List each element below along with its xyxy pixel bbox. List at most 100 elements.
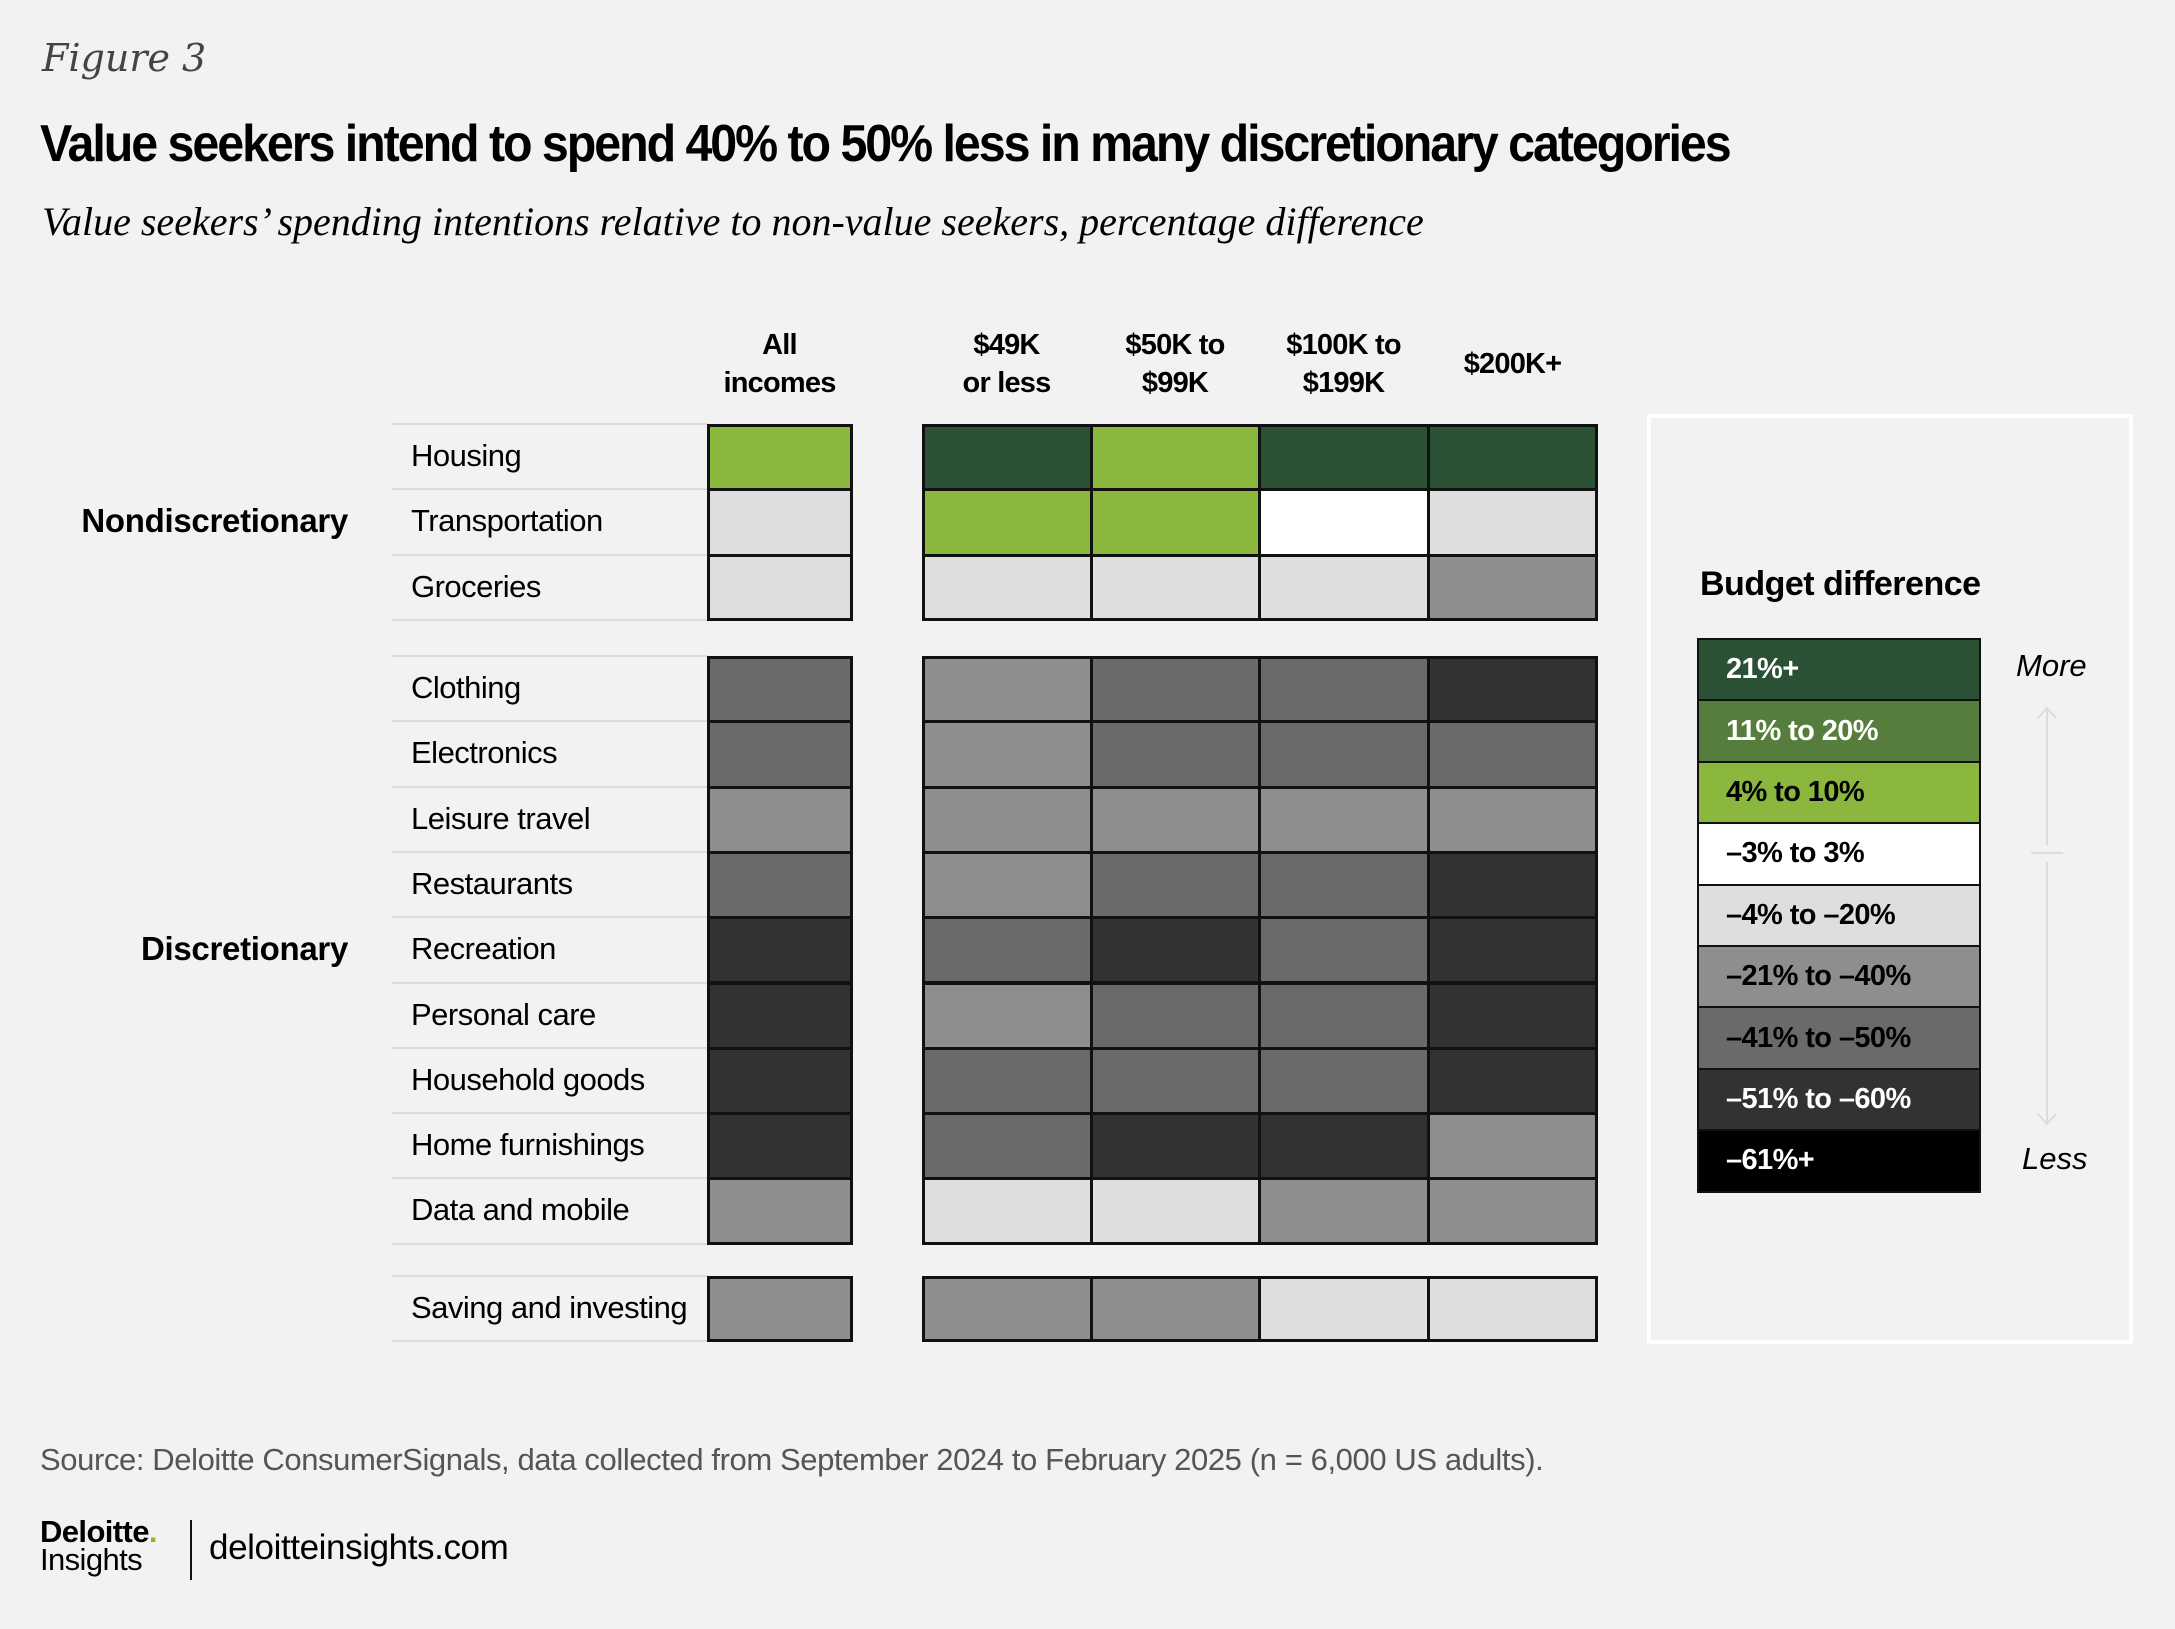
row-divider — [392, 553, 708, 556]
legend-swatch-label: –3% to 3% — [1726, 837, 1865, 870]
heatmap-cell — [922, 786, 1092, 853]
heatmap-cell — [707, 851, 853, 919]
heatmap-cell — [1091, 656, 1260, 723]
row-divider — [392, 1177, 708, 1180]
legend-panel — [1647, 414, 2133, 1344]
heatmap-cell — [1428, 656, 1598, 723]
heatmap-cell — [707, 786, 853, 853]
column-header: All incomes — [696, 326, 864, 402]
legend-swatch: –3% to 3% — [1697, 822, 1981, 886]
heatmap-cell — [1428, 982, 1598, 1049]
column-header-line: $49K — [973, 329, 1040, 361]
heatmap-cell — [1091, 721, 1260, 788]
more-less-arrow-icon — [2031, 706, 2063, 1126]
deloitte-logo: Deloitte. — [40, 1514, 158, 1550]
legend-title: Budget difference — [1700, 565, 1981, 603]
column-header-line: incomes — [723, 367, 836, 399]
heatmap-cell — [1259, 786, 1429, 853]
row-label: Recreation — [411, 931, 556, 967]
heatmap-cell — [707, 917, 853, 984]
group-label: Nondiscretionary — [81, 501, 348, 539]
legend-swatch: –41% to –50% — [1697, 1006, 1981, 1070]
column-header: $100K to $199K — [1260, 326, 1428, 402]
legend-swatch: –51% to –60% — [1697, 1067, 1981, 1132]
legend-swatch: 4% to 10% — [1697, 760, 1981, 825]
row-divider — [392, 655, 708, 657]
heatmap-cell — [1091, 1276, 1260, 1343]
heatmap-cell — [1428, 851, 1598, 919]
legend-swatch: 21%+ — [1697, 638, 1981, 702]
heatmap-cell — [922, 554, 1092, 621]
heatmap-cell — [707, 656, 853, 723]
heatmap-cell — [1259, 554, 1429, 621]
heatmap-cell — [1259, 1047, 1429, 1115]
legend-swatch: –21% to –40% — [1697, 945, 1981, 1009]
heatmap-cell — [1091, 1113, 1260, 1180]
heatmap-cell — [1428, 554, 1598, 621]
heatmap-cell — [922, 1047, 1092, 1115]
column-header-line: All — [762, 329, 797, 361]
heatmap-cell — [1428, 1276, 1598, 1343]
row-label: Housing — [411, 438, 522, 473]
row-divider — [392, 720, 708, 723]
row-label: Groceries — [411, 568, 541, 604]
row-divider — [392, 1340, 708, 1343]
heatmap-cell — [1259, 1178, 1429, 1245]
row-divider — [392, 785, 708, 788]
heatmap-cell — [1259, 424, 1429, 491]
legend-less-label: Less — [2022, 1141, 2088, 1176]
legend-swatch: –61%+ — [1697, 1129, 1981, 1193]
legend-swatch-label: –41% to –50% — [1726, 1021, 1911, 1054]
row-divider — [392, 981, 708, 984]
column-header-line: $99K — [1141, 367, 1209, 399]
column-header: $50K to $99K — [1091, 326, 1259, 402]
row-divider — [392, 916, 708, 919]
website-link[interactable]: deloitteinsights.com — [209, 1528, 509, 1567]
logo-green-dot: . — [148, 1514, 158, 1549]
heatmap-cell — [922, 489, 1092, 556]
row-divider — [392, 618, 708, 621]
group-label: Discretionary — [140, 929, 348, 967]
heatmap-cell — [1428, 1178, 1598, 1245]
heatmap-cell — [1091, 489, 1260, 556]
heatmap-cell — [707, 1047, 853, 1115]
heatmap-cell — [1259, 851, 1429, 919]
heatmap-cell — [707, 1178, 853, 1245]
row-label: Clothing — [411, 670, 521, 705]
column-header-line: $50K to — [1125, 329, 1225, 361]
legend-swatch-label: –4% to –20% — [1726, 898, 1896, 931]
legend-more-label: More — [2016, 648, 2087, 683]
heatmap-cell — [707, 1113, 853, 1180]
heatmap-cell — [1091, 1047, 1260, 1115]
heatmap-cell — [1091, 786, 1260, 853]
row-label: Transportation — [411, 503, 603, 539]
heatmap-cell — [922, 1276, 1092, 1343]
source-note: Source: Deloitte ConsumerSignals, data c… — [40, 1442, 1544, 1477]
legend-swatch: 11% to 20% — [1697, 699, 1981, 763]
column-header-line: or less — [962, 367, 1052, 399]
logo-divider — [190, 1520, 192, 1580]
heatmap-cell — [922, 424, 1092, 491]
row-divider — [392, 488, 708, 491]
heatmap-cell — [707, 721, 853, 788]
heatmap-cell — [1259, 721, 1429, 788]
heatmap-cell — [1259, 489, 1429, 556]
heatmap-cell — [922, 656, 1092, 723]
heatmap-cell — [922, 917, 1092, 984]
heatmap-cell — [707, 982, 853, 1049]
legend-swatch-label: –21% to –40% — [1726, 960, 1911, 993]
heatmap-cell — [922, 1113, 1092, 1180]
row-divider — [392, 1242, 708, 1245]
logo-wordmark: Deloitte — [40, 1514, 149, 1549]
heatmap-cell — [1428, 917, 1598, 984]
row-divider — [392, 1112, 708, 1115]
heatmap-cell — [1428, 1113, 1598, 1180]
heatmap-cell — [1428, 424, 1598, 491]
heatmap-cell — [1091, 851, 1260, 919]
heatmap-cell — [922, 851, 1092, 919]
row-divider — [392, 850, 708, 853]
heatmap-cell — [1091, 982, 1260, 1049]
legend-swatch-label: –61%+ — [1726, 1144, 1815, 1177]
row-label: Saving and investing — [411, 1290, 688, 1325]
legend-swatch: –4% to –20% — [1697, 883, 1981, 947]
